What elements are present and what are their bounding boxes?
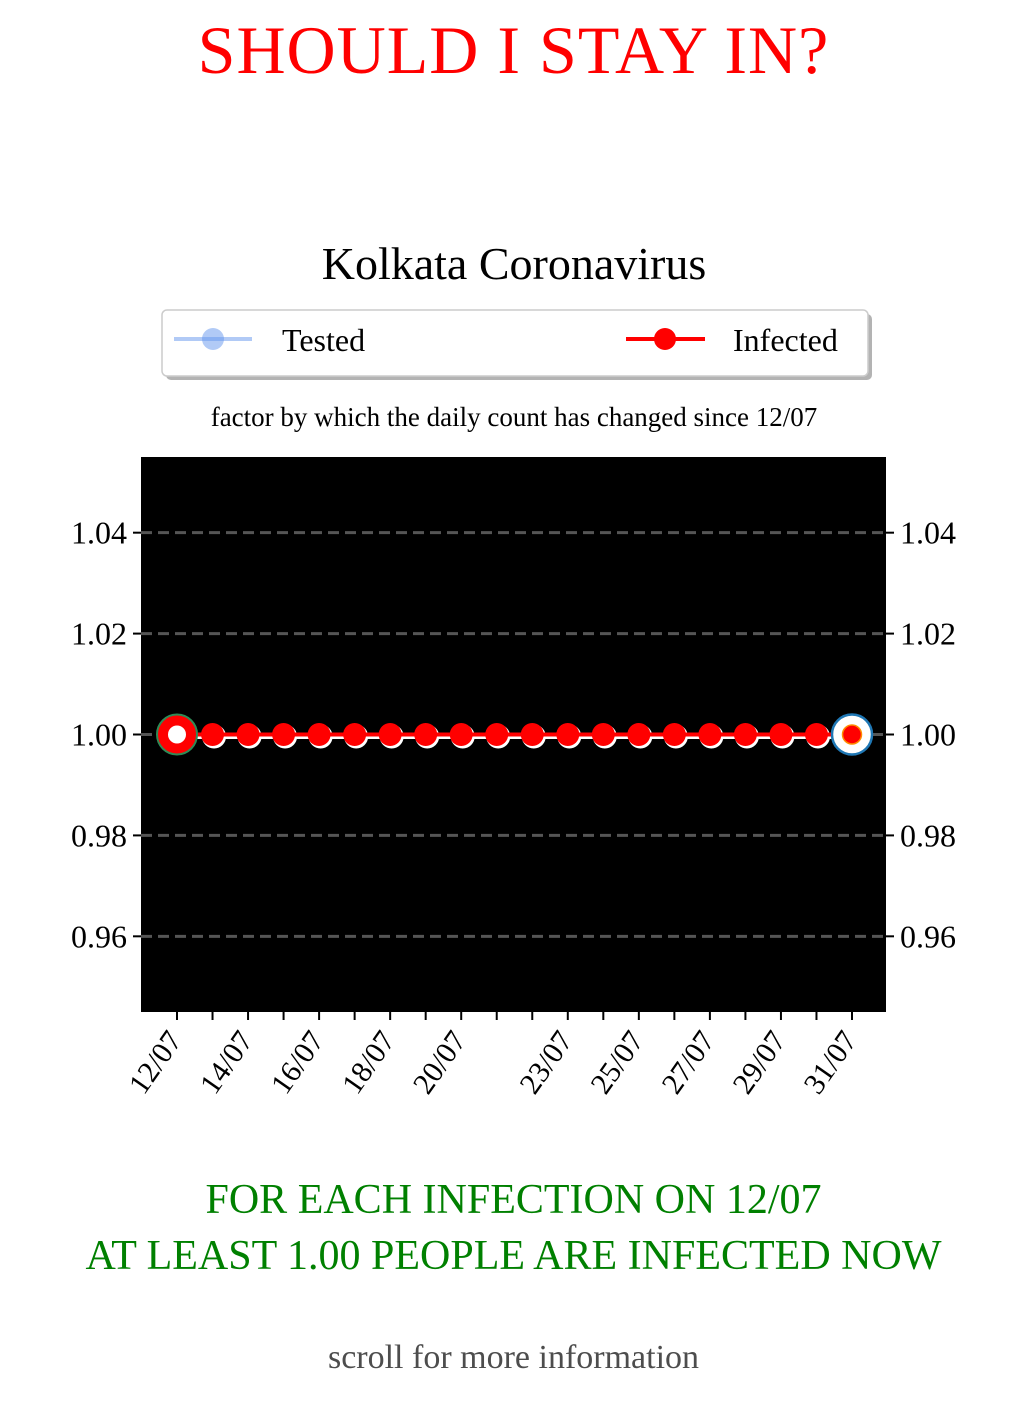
scroll-hint: scroll for more information	[327, 1339, 700, 1376]
x-tick-label: 18/07	[336, 1025, 402, 1100]
x-tick-label: 12/07	[123, 1025, 189, 1100]
chart-title: Kolkata Coronavirus	[322, 238, 707, 289]
infected-point	[769, 723, 793, 746]
series-marks	[156, 713, 874, 756]
legend-tested-label: Tested	[282, 322, 365, 358]
conclusion-line-2: AT LEAST 1.00 PEOPLE ARE INFECTED NOW	[85, 1233, 942, 1279]
infected-point	[449, 723, 473, 746]
infected-point	[201, 723, 225, 746]
infected-point	[343, 723, 367, 746]
y-tick-label-right: 1.02	[900, 616, 956, 652]
infection-factor-chart: Kolkata Coronavirus Tested Infected fact…	[71, 238, 956, 1100]
x-tick-label: 31/07	[798, 1025, 864, 1100]
x-tick-label: 16/07	[265, 1025, 331, 1100]
infected-point	[414, 723, 438, 746]
infected-point	[307, 723, 331, 746]
y-tick-label-left: 1.00	[71, 717, 127, 753]
y-tick-label-right: 1.04	[900, 515, 956, 551]
x-tick-label: 25/07	[584, 1025, 650, 1100]
x-axis-ticks: 12/07 14/07 16/07 18/07 20/07 23/07 25/07 27/07…	[123, 1012, 864, 1100]
last-point-center	[841, 724, 863, 745]
y-tick-label-right: 0.98	[900, 817, 956, 853]
infected-point	[272, 723, 296, 746]
y-tick-label-right: 0.96	[900, 918, 956, 954]
chart-legend: Tested Infected	[161, 309, 872, 380]
y-axis-ticks: 1.04 1.04 1.02 1.02 1.00 1.00 0.98 0.98 0.96 0.96	[71, 515, 956, 955]
y-tick-label-right: 1.00	[900, 717, 956, 753]
infected-point	[733, 723, 757, 746]
y-tick-label-left: 1.04	[71, 515, 127, 551]
y-tick-label-left: 0.98	[71, 817, 127, 853]
infected-point	[236, 723, 260, 746]
infected-point	[520, 723, 544, 746]
infected-point	[662, 723, 686, 746]
legend-tested-marker	[202, 328, 224, 350]
x-tick-label: 14/07	[194, 1025, 260, 1100]
page-headline: SHOULD I STAY IN?	[197, 12, 830, 88]
conclusion-line-1: FOR EACH INFECTION ON 12/07	[205, 1177, 822, 1223]
legend-infected-label: Infected	[733, 322, 838, 358]
chart-subtitle: factor by which the daily count has chan…	[211, 402, 818, 432]
x-tick-label: 29/07	[726, 1025, 792, 1100]
infected-point	[698, 723, 722, 746]
legend-box	[161, 309, 869, 377]
y-tick-label-left: 0.96	[71, 918, 127, 954]
infected-point	[556, 723, 580, 746]
conclusion-block: FOR EACH INFECTION ON 12/07 AT LEAST 1.0…	[0, 1172, 1027, 1284]
legend-infected-marker	[654, 328, 676, 350]
x-tick-label: 27/07	[655, 1025, 721, 1100]
infected-point	[627, 723, 651, 746]
infected-point	[591, 723, 615, 746]
infected-point	[804, 723, 828, 746]
first-point-center	[168, 725, 186, 744]
infected-point	[485, 723, 509, 746]
x-tick-label: 20/07	[407, 1025, 473, 1100]
y-tick-label-left: 1.02	[71, 616, 127, 652]
infected-point	[378, 723, 402, 746]
x-tick-label: 23/07	[513, 1025, 579, 1100]
